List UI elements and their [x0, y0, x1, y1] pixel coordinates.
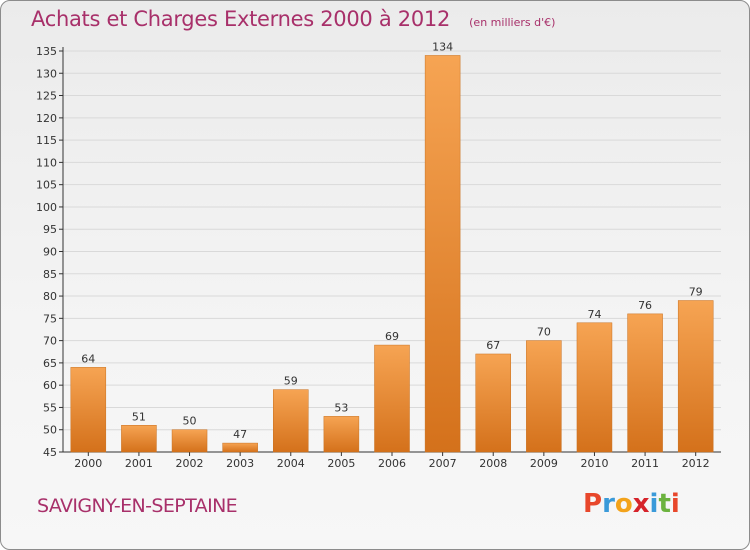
- value-label-2007: 134: [432, 40, 453, 53]
- x-tick-label-2008: 2008: [479, 457, 507, 470]
- y-tick-label: 135: [36, 45, 57, 58]
- value-label-2012: 79: [689, 286, 703, 299]
- y-tick-label: 85: [43, 268, 57, 281]
- x-tick-label-2007: 2007: [429, 457, 457, 470]
- chart-title: Achats et Charges Externes 2000 à 2012: [31, 7, 451, 31]
- x-tick-label-2002: 2002: [176, 457, 204, 470]
- bar-2000: [70, 367, 107, 453]
- chart-subtitle: (en milliers d'€): [469, 16, 556, 29]
- logo-letter: x: [632, 489, 650, 519]
- y-tick-label: 60: [43, 379, 57, 392]
- bar-2007: [424, 55, 461, 453]
- y-tick-label: 50: [43, 424, 57, 437]
- y-tick-label: 130: [36, 67, 57, 80]
- y-tick-label: 95: [43, 223, 57, 236]
- x-tick-label-2009: 2009: [530, 457, 558, 470]
- bar-2006: [374, 344, 410, 453]
- proxiti-logo: Proxiti: [583, 489, 680, 519]
- value-label-2001: 51: [132, 410, 146, 423]
- logo-letter: o: [614, 489, 633, 519]
- logo-letter: r: [602, 489, 615, 519]
- bar-2005: [323, 416, 360, 453]
- value-label-2002: 50: [183, 415, 197, 428]
- y-tick-label: 125: [36, 90, 57, 103]
- bar-2010: [576, 322, 613, 453]
- value-label-2005: 53: [334, 401, 348, 414]
- bar-2003: [222, 442, 258, 453]
- bar-2004: [273, 389, 309, 453]
- value-label-2000: 64: [81, 352, 95, 365]
- logo-letter: i: [649, 489, 659, 519]
- y-tick-label: 70: [43, 335, 57, 348]
- value-label-2008: 67: [486, 339, 500, 352]
- x-tick-label-2012: 2012: [682, 457, 710, 470]
- logo-letter: i: [670, 489, 680, 519]
- x-tick-label-2011: 2011: [631, 457, 659, 470]
- bar-2001: [121, 425, 157, 453]
- value-label-2003: 47: [233, 428, 247, 441]
- value-label-2006: 69: [385, 330, 399, 343]
- value-label-2009: 70: [537, 326, 551, 339]
- y-tick-label: 115: [36, 134, 57, 147]
- y-tick-label: 80: [43, 290, 57, 303]
- x-tick-label-2005: 2005: [327, 457, 355, 470]
- x-tick-label-2001: 2001: [125, 457, 153, 470]
- bar-2002: [171, 429, 208, 453]
- value-label-2004: 59: [284, 375, 298, 388]
- value-label-2010: 74: [587, 308, 601, 321]
- y-tick-label: 75: [43, 312, 57, 325]
- bar-2012: [677, 300, 714, 453]
- x-tick-label-2000: 2000: [74, 457, 102, 470]
- bar-2008: [475, 353, 511, 453]
- x-tick-label-2004: 2004: [277, 457, 305, 470]
- place-name: SAVIGNY-EN-SEPTAINE: [37, 495, 238, 517]
- x-tick-label-2006: 2006: [378, 457, 406, 470]
- bar-2009: [526, 340, 562, 453]
- y-tick-label: 100: [36, 201, 57, 214]
- y-tick-label: 120: [36, 112, 57, 125]
- labels: 45 50 55 60 65 70 75 80 85 90 95 100 105 110 115 120 125…: [36, 40, 710, 470]
- title-row: Achats et Charges Externes 2000 à 2012 (…: [31, 7, 555, 31]
- y-tick-label: 105: [36, 179, 57, 192]
- logo-letter: t: [658, 489, 671, 519]
- x-tick-label-2010: 2010: [580, 457, 608, 470]
- y-tick-label: 110: [36, 156, 57, 169]
- y-tick-label: 65: [43, 357, 57, 370]
- value-label-2011: 76: [638, 299, 652, 312]
- y-tick-label: 55: [43, 401, 57, 414]
- bars: [70, 55, 714, 453]
- y-tick-label: 45: [43, 446, 57, 459]
- x-tick-label-2003: 2003: [226, 457, 254, 470]
- logo-letter: P: [583, 489, 603, 519]
- y-tick-label: 90: [43, 246, 57, 259]
- bar-2011: [627, 313, 663, 453]
